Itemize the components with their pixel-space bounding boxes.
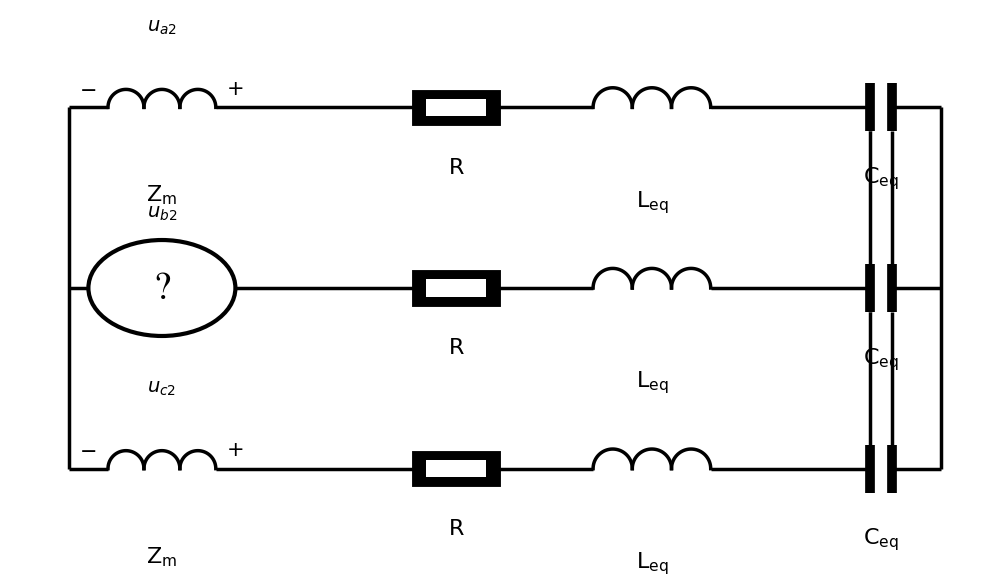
Text: $\mathrm{Z_m}$: $\mathrm{Z_m}$ <box>146 184 177 207</box>
Text: $\mathrm{C_{eq}}$: $\mathrm{C_{eq}}$ <box>863 526 899 554</box>
Text: $\mathrm{L_{eq}}$: $\mathrm{L_{eq}}$ <box>636 189 668 215</box>
Bar <box>414 272 498 304</box>
Text: $-$: $-$ <box>79 441 96 460</box>
Text: $\mathrm{Z_m}$: $\mathrm{Z_m}$ <box>146 545 177 569</box>
Text: $+$: $+$ <box>226 80 243 99</box>
Text: $\mathrm{R}$: $\mathrm{R}$ <box>448 518 464 540</box>
Text: $-$: $-$ <box>79 80 96 99</box>
Text: $\mathit{u}_{b2}$: $\mathit{u}_{b2}$ <box>147 205 177 223</box>
Text: $\mathbf{\mathcal{?}}$: $\mathbf{\mathcal{?}}$ <box>153 269 171 307</box>
Text: $+$: $+$ <box>226 441 243 460</box>
Bar <box>426 460 486 478</box>
Bar <box>426 279 486 297</box>
Text: $\mathrm{L_{eq}}$: $\mathrm{L_{eq}}$ <box>636 550 668 576</box>
Bar <box>414 92 498 123</box>
Text: $\mathit{u}_{c2}$: $\mathit{u}_{c2}$ <box>147 380 176 398</box>
Text: $\mathrm{C_{eq}}$: $\mathrm{C_{eq}}$ <box>863 165 899 192</box>
Text: $\mathrm{R}$: $\mathrm{R}$ <box>448 338 464 359</box>
Bar <box>426 98 486 116</box>
Text: $\mathrm{R}$: $\mathrm{R}$ <box>448 157 464 179</box>
Text: $\mathrm{L_{eq}}$: $\mathrm{L_{eq}}$ <box>636 369 668 396</box>
Bar <box>414 453 498 484</box>
Text: $\mathrm{C_{eq}}$: $\mathrm{C_{eq}}$ <box>863 346 899 373</box>
Text: $\mathit{u}_{a2}$: $\mathit{u}_{a2}$ <box>147 18 177 36</box>
